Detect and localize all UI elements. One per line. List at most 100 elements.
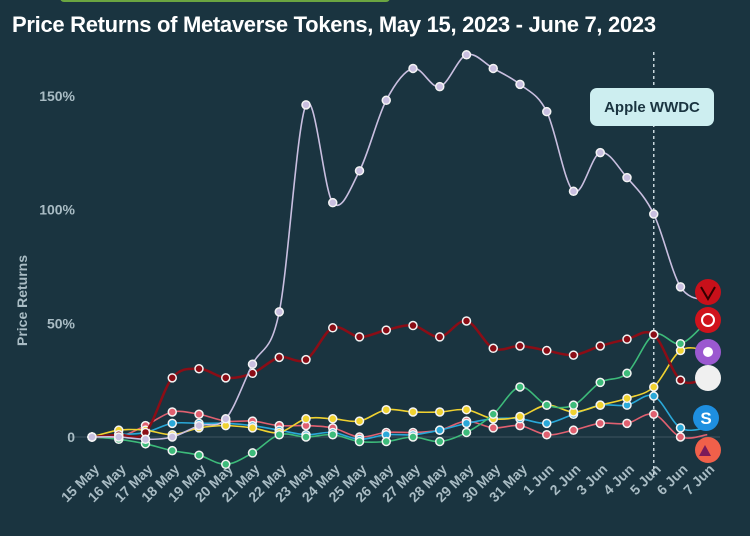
data-point xyxy=(114,432,124,442)
svg-text:S: S xyxy=(700,409,711,428)
cropped-header-strip xyxy=(60,0,390,2)
data-point xyxy=(595,377,605,388)
data-point xyxy=(247,448,258,458)
blocks-token-icon xyxy=(695,365,721,391)
data-point xyxy=(408,407,418,417)
data-point xyxy=(408,320,418,331)
sandbox-token-icon: S xyxy=(693,405,719,431)
data-point xyxy=(568,400,579,410)
data-point xyxy=(274,429,284,440)
y-tick-label: 150% xyxy=(39,88,75,104)
wolf-token-icon xyxy=(695,279,721,305)
data-point xyxy=(301,414,311,424)
data-point xyxy=(542,418,552,429)
data-point xyxy=(274,307,284,317)
data-point xyxy=(542,345,552,356)
data-point xyxy=(675,282,686,292)
data-point xyxy=(354,416,365,426)
data-point xyxy=(488,343,498,354)
data-point xyxy=(194,420,204,431)
data-point xyxy=(408,432,418,442)
data-point xyxy=(381,404,391,415)
data-point xyxy=(408,63,418,74)
data-point xyxy=(274,352,284,363)
data-point xyxy=(194,364,204,374)
data-point xyxy=(649,209,659,219)
data-point xyxy=(542,106,552,117)
y-tick-label: 0 xyxy=(67,429,75,445)
chart-title: Price Returns of Metaverse Tokens, May 1… xyxy=(12,12,656,37)
data-point xyxy=(622,368,632,379)
data-point xyxy=(515,411,525,422)
data-point xyxy=(515,341,525,351)
data-point xyxy=(622,418,632,429)
data-point xyxy=(140,434,151,445)
data-point xyxy=(568,350,579,360)
data-point xyxy=(595,418,605,429)
data-point xyxy=(435,407,445,417)
data-point xyxy=(221,373,231,383)
data-point xyxy=(247,423,258,433)
data-point xyxy=(595,400,605,410)
hexagon-token-icon xyxy=(695,339,721,365)
data-point xyxy=(381,95,391,106)
data-point xyxy=(461,404,472,415)
data-point xyxy=(301,100,311,110)
data-point xyxy=(194,450,204,460)
data-point xyxy=(381,325,391,335)
data-point xyxy=(435,81,445,92)
data-point xyxy=(488,423,498,433)
data-point xyxy=(488,63,498,74)
series-2 xyxy=(87,320,708,470)
data-point xyxy=(194,409,204,419)
data-point xyxy=(542,429,552,440)
data-point xyxy=(649,382,659,392)
annotation-box xyxy=(590,88,714,126)
data-point xyxy=(461,50,472,60)
data-point xyxy=(595,147,605,158)
mountains-token-icon xyxy=(695,437,721,463)
y-axis-label: Price Returns xyxy=(14,255,30,346)
data-point xyxy=(354,436,365,447)
data-point xyxy=(461,316,472,326)
data-point xyxy=(675,432,686,442)
data-point xyxy=(649,409,659,419)
data-point xyxy=(167,418,177,429)
y-tick-label: 50% xyxy=(47,315,76,331)
data-point xyxy=(167,445,177,456)
data-point xyxy=(435,425,445,435)
data-point xyxy=(461,427,472,438)
data-point xyxy=(622,393,632,404)
data-point xyxy=(649,391,659,401)
data-point xyxy=(87,432,97,442)
data-point xyxy=(675,338,686,349)
data-point xyxy=(221,414,231,424)
data-point xyxy=(675,423,686,433)
data-point xyxy=(649,329,659,340)
data-point xyxy=(328,323,338,333)
y-tick-label: 100% xyxy=(39,202,75,218)
series-3 xyxy=(87,345,708,442)
annotation-label: Apple WWDC xyxy=(604,99,700,116)
data-point xyxy=(568,186,579,197)
data-point xyxy=(381,436,391,447)
data-point xyxy=(328,197,338,208)
target-token-icon xyxy=(695,307,721,333)
data-point xyxy=(328,429,338,440)
data-point xyxy=(435,332,445,342)
data-point xyxy=(675,375,686,385)
data-point xyxy=(515,382,525,392)
data-point xyxy=(515,79,525,90)
data-point xyxy=(167,407,177,417)
series-0 xyxy=(87,50,708,445)
data-point xyxy=(221,459,231,470)
data-point xyxy=(542,400,552,410)
data-point xyxy=(595,341,605,351)
data-point xyxy=(167,432,177,442)
data-point xyxy=(301,432,311,442)
data-point xyxy=(488,409,498,419)
data-point xyxy=(354,166,365,176)
data-point xyxy=(461,418,472,429)
series-5 xyxy=(87,407,708,442)
